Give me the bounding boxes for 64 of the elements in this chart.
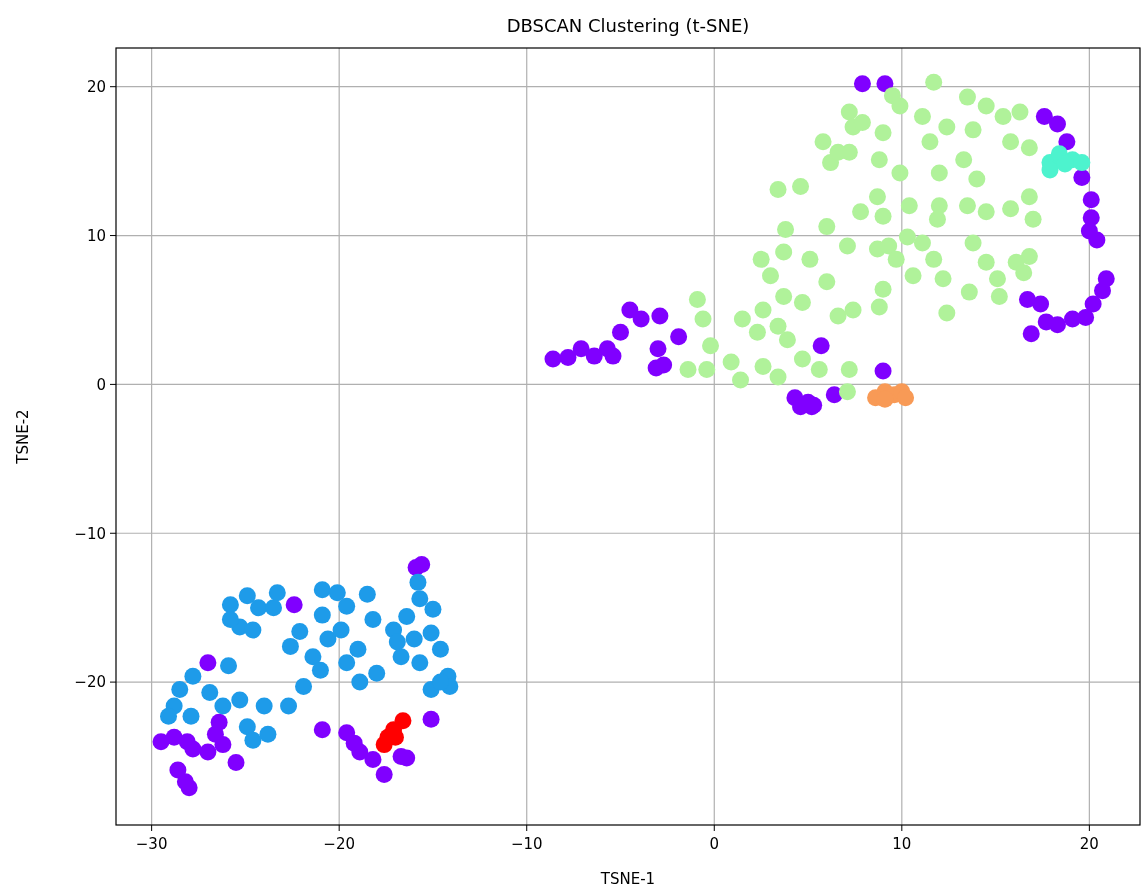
point <box>411 654 429 672</box>
point <box>238 718 256 736</box>
point <box>328 584 346 602</box>
point <box>1073 154 1091 172</box>
point <box>220 657 238 675</box>
point <box>214 697 232 715</box>
point <box>338 597 356 615</box>
y-tick-label: 0 <box>96 375 106 394</box>
point <box>265 599 283 617</box>
point <box>411 590 429 608</box>
point <box>255 697 273 715</box>
x-tick-label: 20 <box>1079 835 1099 853</box>
x-tick-label: −20 <box>323 835 356 853</box>
x-tick-label: −10 <box>510 835 543 853</box>
point <box>424 600 442 618</box>
point <box>338 654 356 672</box>
point <box>238 587 256 605</box>
chart-title: DBSCAN Clustering (t-SNE) <box>506 15 750 36</box>
point <box>319 630 337 648</box>
point <box>268 584 286 602</box>
point <box>280 697 298 715</box>
point <box>351 673 369 691</box>
point <box>349 640 367 658</box>
point <box>897 389 915 407</box>
point <box>358 585 376 603</box>
point <box>295 678 313 696</box>
point <box>171 681 189 699</box>
point <box>313 606 331 624</box>
point <box>231 691 249 709</box>
point <box>431 640 449 658</box>
point <box>281 637 299 655</box>
point <box>184 667 202 685</box>
point <box>244 621 262 639</box>
y-tick-label: 20 <box>86 77 106 96</box>
point <box>221 611 239 629</box>
point <box>304 648 322 666</box>
y-axis-title: TSNE-2 <box>14 409 32 465</box>
x-axis-title: TSNE-1 <box>599 870 656 888</box>
x-tick-label: 10 <box>892 835 912 853</box>
point <box>313 581 331 599</box>
point <box>244 731 262 749</box>
point <box>368 664 386 682</box>
point <box>364 611 382 629</box>
x-tick-label: 0 <box>709 835 720 853</box>
point <box>311 661 329 679</box>
point <box>422 624 440 642</box>
point <box>221 596 239 614</box>
point <box>388 633 406 651</box>
point <box>259 725 277 743</box>
point <box>250 599 268 617</box>
y-tick-label: −10 <box>74 524 106 543</box>
point <box>291 622 309 640</box>
point <box>332 621 350 639</box>
point <box>405 630 423 648</box>
point <box>201 684 219 702</box>
y-tick-label: 10 <box>86 226 106 245</box>
point <box>160 707 178 725</box>
y-tick-label: −20 <box>74 673 106 692</box>
point <box>398 608 416 626</box>
point <box>409 573 427 591</box>
point <box>394 712 412 730</box>
x-tick-label: −30 <box>135 835 168 853</box>
point <box>392 648 410 666</box>
point <box>182 707 200 725</box>
